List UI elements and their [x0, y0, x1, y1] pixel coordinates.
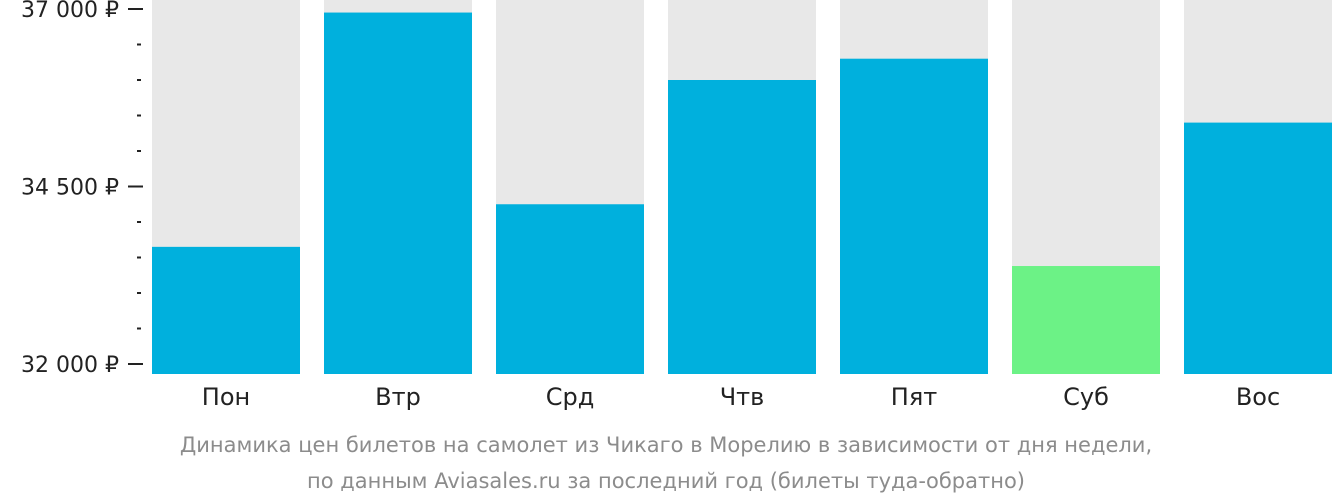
- x-tick-label-4: Чтв: [720, 383, 765, 411]
- x-tick-label-3: Срд: [546, 383, 595, 411]
- chart-caption-line-2: по данным Aviasales.ru за последний год …: [307, 469, 1025, 493]
- x-tick-label-6: Суб: [1063, 383, 1109, 411]
- x-tick-label-7: Вос: [1236, 383, 1280, 411]
- x-tick-label-2: Втр: [375, 383, 421, 411]
- bar-6: [1012, 266, 1160, 374]
- bar-1: [152, 246, 300, 374]
- y-tick-label-1: 32 000 ₽: [21, 353, 119, 378]
- x-tick-label-5: Пят: [891, 383, 937, 411]
- bar-5: [840, 58, 988, 374]
- price-by-weekday-chart: Пон Втр Срд Чтв Пят Суб Вос 32 000 ₽ 34 500 ₽ 37 …: [21, 0, 1332, 411]
- bar-2: [324, 12, 472, 375]
- y-tick-label-2: 34 500 ₽: [21, 176, 119, 201]
- bar-4: [668, 80, 816, 374]
- x-tick-label-1: Пон: [202, 383, 250, 411]
- chart-caption-line-1: Динамика цен билетов на самолет из Чикаг…: [179, 433, 1153, 457]
- y-tick-label-3: 37 000 ₽: [21, 0, 119, 23]
- bar-7: [1184, 122, 1332, 374]
- bar-3: [496, 204, 644, 374]
